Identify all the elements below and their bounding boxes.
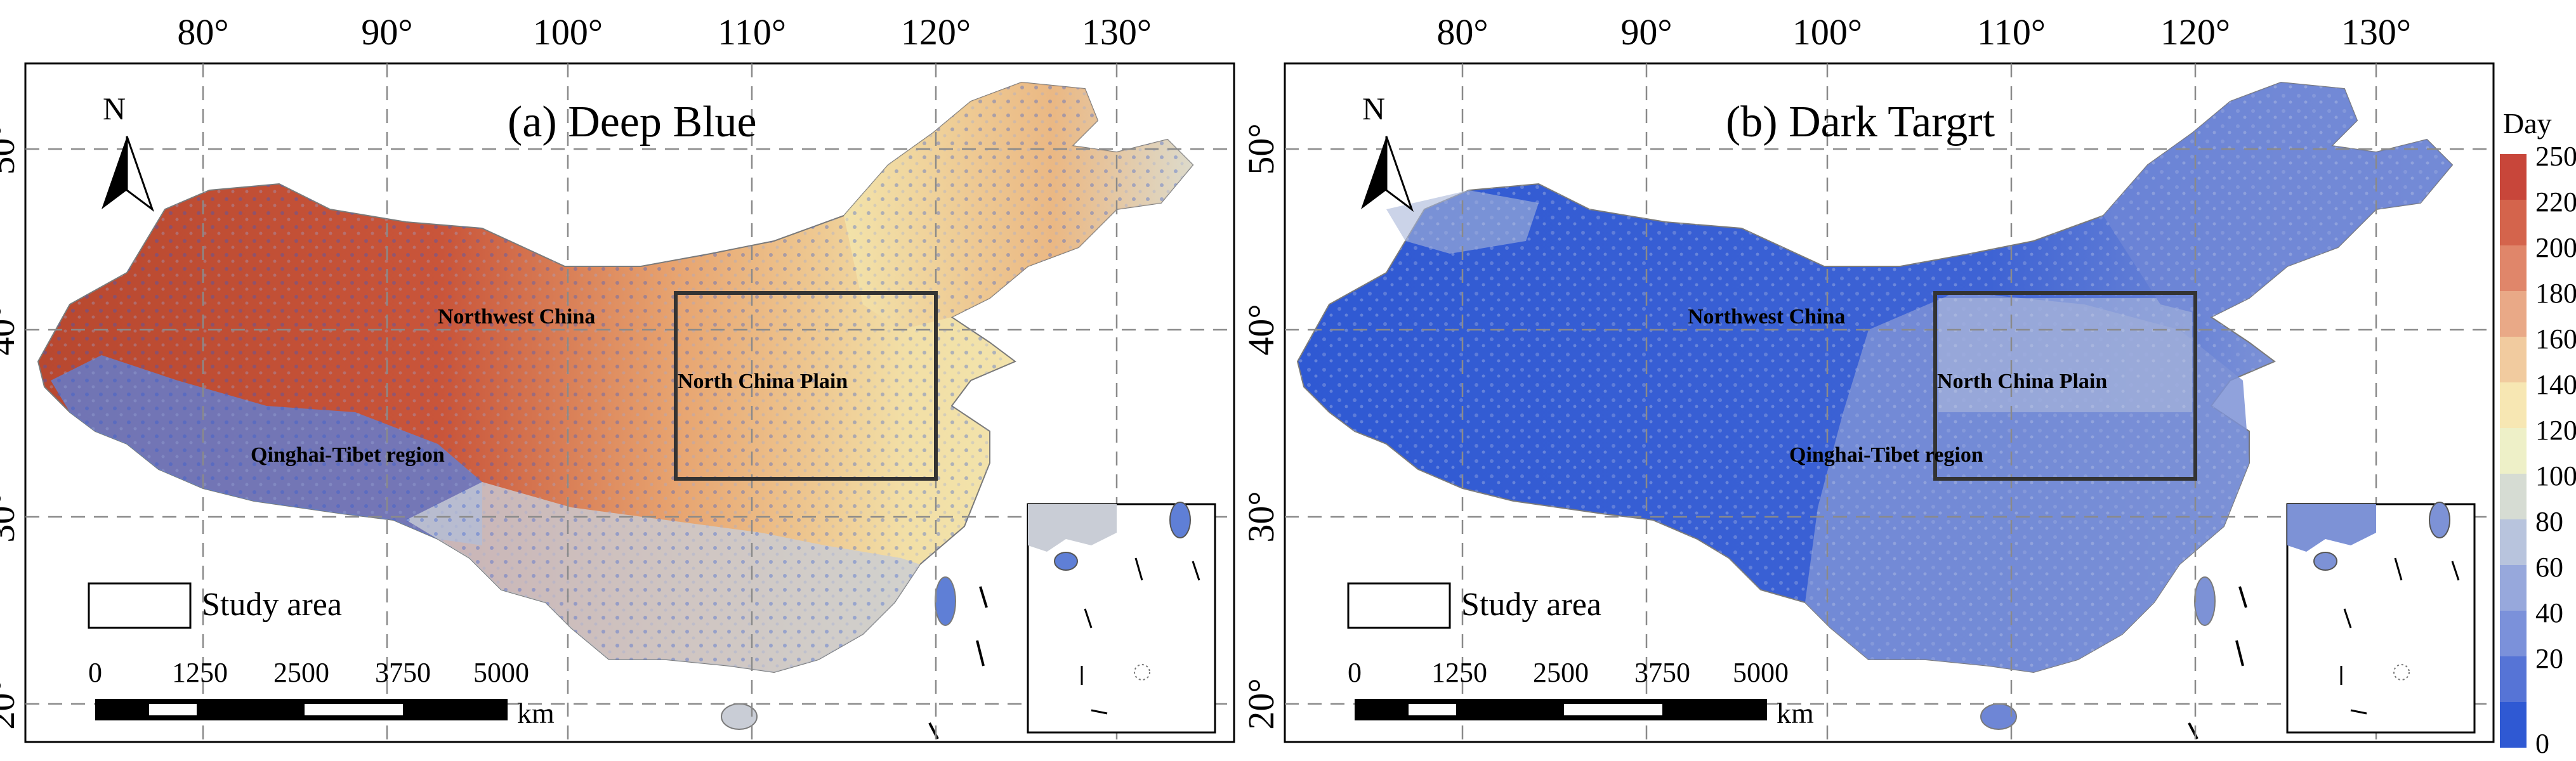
china-landmass — [37, 81, 1194, 739]
china-landmass — [1296, 81, 2454, 739]
scale-bar: 0 1250 2500 3750 5000 km — [1348, 657, 1814, 729]
north-arrow-icon: N — [1361, 91, 1414, 212]
colorbar-tick-label: 40 — [2535, 597, 2563, 628]
colorbar-swatch — [2500, 200, 2527, 245]
lat-label: 50° — [0, 123, 22, 174]
colorbar-swatch — [2500, 702, 2527, 748]
colorbar-swatch — [2500, 565, 2527, 611]
map-panel-dark-target: (b) Dark Targrt Northwest China North Ch… — [1284, 62, 2495, 743]
colorbar-tick-label: 120 — [2535, 415, 2576, 446]
region-label-north-china-plain: North China Plain — [678, 370, 848, 393]
lat-labels-b: 50° 40° 30° 20° — [1240, 123, 1282, 729]
lat-label: 30° — [1240, 491, 1282, 542]
colorbar-swatch — [2500, 611, 2527, 656]
south-china-sea-inset — [2286, 502, 2476, 734]
scale-tick: 0 — [88, 657, 102, 688]
scale-bar: 0 1250 2500 3750 5000 km — [88, 657, 555, 729]
lat-label: 40° — [1240, 304, 1282, 355]
scale-tick: 3750 — [375, 657, 431, 688]
colorbar-tick-label: 250 — [2535, 141, 2576, 172]
colorbar-swatch — [2500, 337, 2527, 382]
region-label-northwest: Northwest China — [1688, 305, 1845, 328]
lon-label: 120° — [2160, 11, 2230, 53]
colorbar-swatches — [2500, 154, 2527, 748]
colorbar-tick-label: 60 — [2535, 552, 2563, 583]
study-area-box — [1933, 291, 2197, 481]
svg-text:Study area: Study area — [202, 587, 342, 623]
south-china-sea-inset — [1027, 502, 1216, 734]
region-label-qinghai-tibet: Qinghai-Tibet region — [251, 443, 445, 467]
region-label-north-china-plain: North China Plain — [1937, 370, 2107, 393]
scale-tick: 5000 — [473, 657, 529, 688]
colorbar-swatch — [2500, 382, 2527, 428]
colorbar-tick-label: 80 — [2535, 506, 2563, 537]
colorbar-swatch — [2500, 474, 2527, 519]
study-area-legend: Study area — [88, 582, 342, 629]
lat-labels-a: 50° 40° 30° 20° — [0, 123, 22, 729]
lat-label: 20° — [1240, 678, 1282, 729]
lon-label: 80° — [177, 11, 228, 53]
study-area-box — [674, 291, 938, 481]
study-area-legend: Study area — [1347, 582, 1601, 629]
colorbar-tick-label: 180 — [2535, 278, 2576, 309]
colorbar-swatch — [2500, 519, 2527, 565]
scale-tick: 1250 — [172, 657, 228, 688]
scale-tick: 2500 — [273, 657, 329, 688]
region-label-qinghai-tibet: Qinghai-Tibet region — [1789, 443, 1983, 467]
colorbar-tick-label: 140 — [2535, 369, 2576, 400]
panel-title: (a) Deep Blue — [508, 98, 757, 146]
north-arrow-icon: N — [102, 91, 155, 212]
colorbar-swatch — [2500, 656, 2527, 702]
scale-unit: km — [517, 697, 555, 729]
lon-label: 80° — [1436, 11, 1488, 53]
colorbar-tick-label: 100 — [2535, 460, 2576, 491]
lon-label: 100° — [533, 11, 603, 53]
lon-label: 90° — [361, 11, 412, 53]
colorbar-tick-label: 200 — [2535, 232, 2576, 263]
map-panel-deep-blue: (a) Deep Blue Northwest China North Chin… — [24, 62, 1235, 743]
scale-unit: km — [1777, 697, 1814, 729]
lat-label: 30° — [0, 491, 22, 542]
colorbar-swatch — [2500, 245, 2527, 291]
lon-label: 110° — [1977, 11, 2046, 53]
colorbar-swatch — [2500, 428, 2527, 474]
panel-title: (b) Dark Targrt — [1726, 98, 1995, 146]
lon-label: 130° — [1082, 11, 1152, 53]
colorbar-tick-label: 220 — [2535, 186, 2576, 218]
colorbar-title: Day — [2503, 107, 2552, 140]
colorbar-tick-label: 160 — [2535, 323, 2576, 354]
svg-text:Study area: Study area — [1461, 587, 1601, 623]
colorbar-tick-label: 0 — [2535, 728, 2549, 759]
lon-label: 120° — [901, 11, 971, 53]
svg-text:N: N — [1362, 91, 1385, 126]
lat-label: 40° — [0, 304, 22, 355]
scale-tick: 0 — [1348, 657, 1362, 688]
scale-tick: 5000 — [1733, 657, 1789, 688]
scale-tick: 1250 — [1431, 657, 1487, 688]
svg-text:N: N — [103, 91, 126, 126]
lon-label: 110° — [718, 11, 786, 53]
lon-label: 100° — [1792, 11, 1862, 53]
lat-label: 20° — [0, 678, 22, 729]
scale-tick: 2500 — [1533, 657, 1589, 688]
colorbar-tick-label: 20 — [2535, 643, 2563, 674]
lon-labels-a: 80° 90° 100° 110° 120° 130° — [177, 11, 1152, 53]
region-label-northwest: Northwest China — [438, 305, 595, 328]
lat-label: 50° — [1240, 123, 1282, 174]
lon-label: 90° — [1620, 11, 1672, 53]
lon-label: 130° — [2341, 11, 2411, 53]
colorbar-swatch — [2500, 154, 2527, 200]
colorbar-swatch — [2500, 291, 2527, 337]
lon-labels-b: 80° 90° 100° 110° 120° 130° — [1436, 11, 2411, 53]
scale-tick: 3750 — [1634, 657, 1690, 688]
